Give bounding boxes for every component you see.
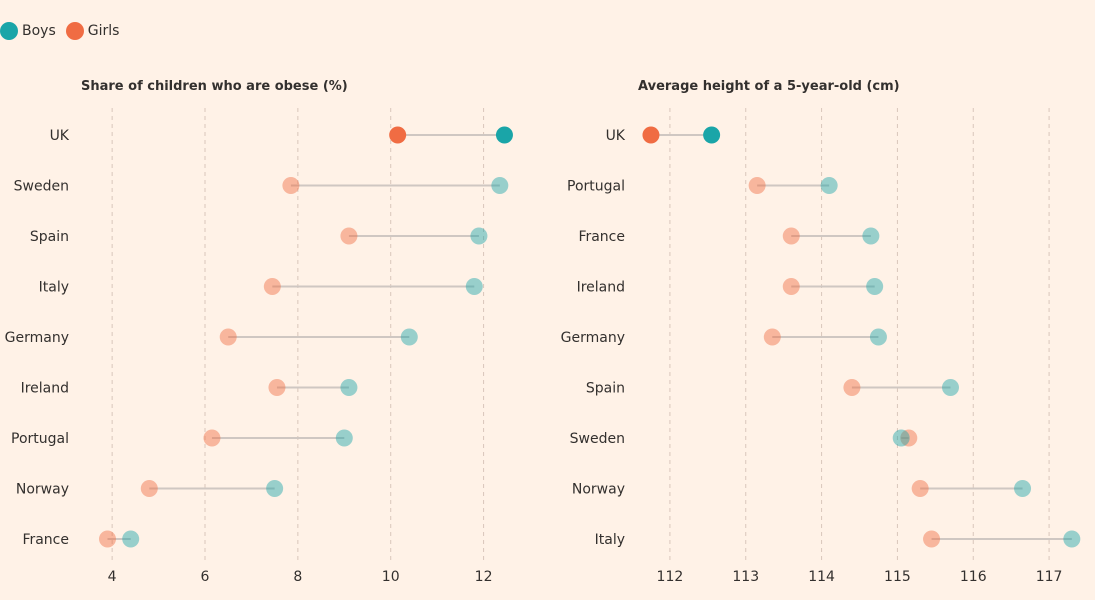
obesity-girls-dot: [219, 328, 237, 346]
obesity-boys-dot: [400, 328, 418, 346]
obesity-boys-dot: [470, 227, 488, 245]
obesity-boys-dot: [465, 278, 483, 295]
height-girls-dot: [923, 530, 941, 548]
obesity-boys-dot: [266, 480, 284, 497]
obesity-category-label: Italy: [39, 280, 69, 296]
obesity-girls-dot: [203, 429, 221, 447]
obesity-girls-dot: [282, 177, 300, 194]
legend-girls-label: Girls: [87, 23, 120, 39]
obesity-boys-dot: [495, 126, 513, 144]
height-x-tick-label: 115: [884, 569, 911, 585]
height-category-label: Norway: [572, 482, 625, 498]
obesity-x-tick-label: 12: [475, 569, 493, 585]
height-boys-dot: [942, 379, 959, 396]
obesity-category-label: Norway: [16, 482, 69, 498]
height-x-tick-label: 114: [808, 569, 835, 585]
height-chart: 112 113 114 115 116 117 UK Portugal France Irelan…: [561, 108, 1081, 585]
legend: Boys Girls: [0, 22, 129, 40]
obesity-boys-dot: [335, 429, 353, 447]
height-girls-dot: [900, 429, 918, 447]
height-boys-dot: [1063, 530, 1081, 548]
obesity-boys-dot: [340, 379, 358, 396]
height-x-tick-label: 117: [1036, 569, 1063, 585]
height-boys-dot: [820, 177, 838, 194]
height-category-label: Ireland: [577, 280, 625, 296]
height-girls-dot: [763, 328, 781, 346]
obesity-girls-dot: [389, 126, 407, 144]
height-category-label: Germany: [561, 330, 625, 346]
height-chart-title: Average height of a 5-year-old (cm): [638, 79, 900, 94]
obesity-boys-dot: [491, 177, 509, 194]
legend-girls-dot-icon: [65, 22, 84, 40]
obesity-category-label: Sweden: [14, 179, 69, 195]
obesity-category-label: UK: [50, 128, 70, 144]
height-girls-dot: [782, 278, 800, 295]
height-category-label: France: [578, 229, 625, 245]
obesity-category-label: Germany: [5, 330, 69, 346]
obesity-x-tick-label: 8: [293, 569, 302, 585]
height-girls-dot: [911, 480, 929, 497]
obesity-girls-dot: [263, 278, 281, 295]
obesity-girls-dot: [140, 480, 158, 497]
height-boys-dot: [892, 429, 910, 447]
obesity-girls-dot: [340, 227, 358, 245]
height-category-label: Spain: [586, 381, 625, 397]
legend-item-girls: Girls: [65, 22, 120, 40]
height-category-label: Sweden: [570, 431, 625, 447]
height-boys-dot: [862, 227, 880, 245]
height-boys-dot: [866, 278, 884, 295]
height-category-label: Italy: [595, 532, 625, 548]
height-category-label: Portugal: [567, 179, 625, 195]
height-girls-dot: [748, 177, 766, 194]
obesity-chart: 4 6 8 10 12 UK Sweden Spain Italy Germany Ireland P…: [5, 108, 513, 585]
height-boys-dot: [1014, 480, 1032, 497]
height-x-tick-label: 112: [657, 569, 684, 585]
height-boys-dot: [703, 126, 721, 144]
obesity-x-tick-label: 4: [108, 569, 117, 585]
obesity-category-label: Spain: [30, 229, 69, 245]
legend-boys-dot-icon: [0, 22, 18, 40]
height-boys-dot: [869, 328, 887, 346]
height-x-tick-label: 113: [732, 569, 759, 585]
obesity-chart-title: Share of children who are obese (%): [81, 79, 348, 94]
obesity-boys-dot: [122, 530, 140, 548]
height-x-tick-label: 116: [960, 569, 987, 585]
obesity-x-tick-label: 10: [382, 569, 400, 585]
height-girls-dot: [782, 227, 800, 245]
obesity-girls-dot: [99, 530, 116, 548]
height-category-label: UK: [606, 128, 626, 144]
obesity-x-tick-label: 6: [201, 569, 210, 585]
height-girls-dot: [843, 379, 861, 396]
obesity-girls-dot: [268, 379, 286, 396]
legend-item-boys: Boys: [0, 22, 56, 40]
obesity-category-label: Portugal: [11, 431, 69, 447]
height-girls-dot: [642, 126, 660, 144]
legend-boys-label: Boys: [22, 23, 56, 39]
obesity-category-label: France: [22, 532, 69, 548]
obesity-category-label: Ireland: [21, 381, 69, 397]
